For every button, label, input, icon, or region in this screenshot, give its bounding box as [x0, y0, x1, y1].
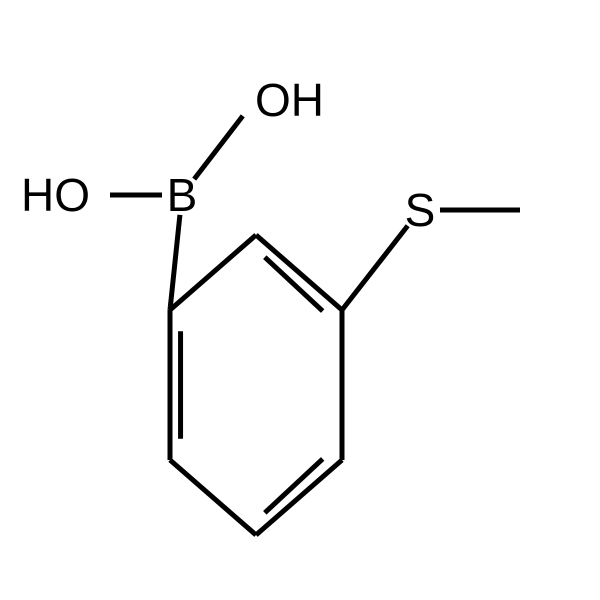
atom-label-O2: OH	[255, 74, 324, 126]
bond-B-O2	[194, 116, 243, 179]
atom-label-O1: HO	[21, 169, 90, 221]
bond-C2-S	[342, 226, 408, 310]
atom-label-B: B	[167, 169, 198, 221]
bond-C4-C5	[170, 460, 256, 535]
bond-C3-C4	[256, 460, 342, 535]
atom-label-S: S	[405, 184, 436, 236]
bond-C1-C6	[170, 235, 256, 310]
bond-C1-B	[170, 215, 180, 310]
molecule-canvas: B HO OH S	[0, 0, 600, 600]
bond-C6-C2	[256, 235, 342, 310]
